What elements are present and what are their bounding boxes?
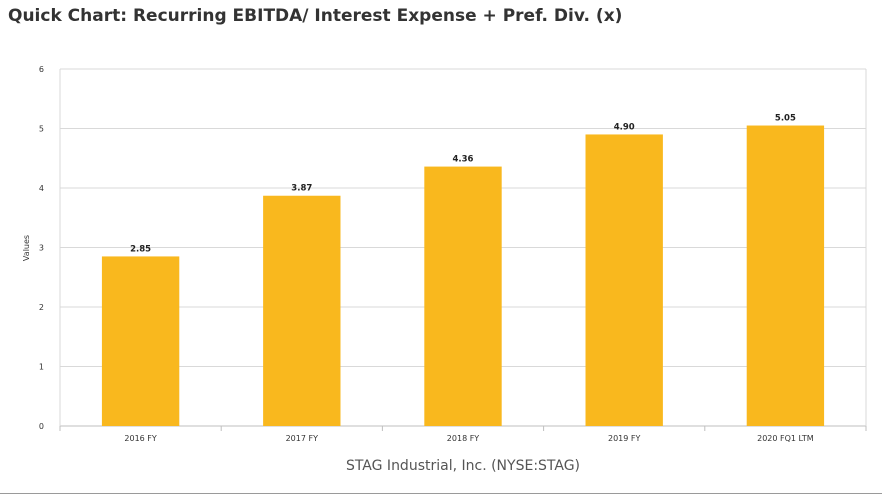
y-axis-ticks: 0 1 2 3 4 5 6 — [39, 65, 44, 431]
bar-value-label: 3.87 — [291, 184, 312, 194]
bar-2020-fq1-ltm — [746, 125, 825, 427]
y-tick-label: 3 — [39, 244, 44, 253]
y-tick-label: 2 — [39, 303, 44, 312]
bar-value-label: 4.90 — [614, 122, 635, 132]
bars — [101, 125, 825, 427]
y-tick-label: 5 — [39, 125, 44, 134]
x-tick-label: 2018 FY — [447, 434, 480, 443]
bar-2017-fy — [263, 195, 341, 426]
x-tick-label: 2016 FY — [124, 434, 157, 443]
bar-2016-fy — [101, 256, 180, 426]
x-tick-label: 2017 FY — [286, 434, 319, 443]
y-tick-label: 6 — [39, 65, 44, 74]
x-axis-ticks: 2016 FY 2017 FY 2018 FY 2019 FY 2020 FQ1 LTM — [124, 434, 813, 443]
y-tick-label: 4 — [39, 184, 44, 193]
chart-title: Quick Chart: Recurring EBITDA/ Interest … — [8, 6, 623, 26]
bar-value-label: 2.85 — [130, 244, 151, 254]
x-tick-label: 2019 FY — [608, 434, 641, 443]
y-axis-title: Values — [22, 235, 31, 261]
bar-value-label: 4.36 — [453, 155, 474, 165]
company-label: STAG Industrial, Inc. (NYSE:STAG) — [345, 458, 581, 474]
y-tick-label: 0 — [39, 422, 44, 431]
bar-2018-fy — [424, 166, 502, 426]
bar-2019-fy — [585, 134, 663, 426]
x-tick-label: 2020 FQ1 LTM — [757, 434, 814, 443]
value-labels: 2.85 3.87 4.36 4.90 5.05 — [130, 114, 796, 255]
y-tick-label: 1 — [39, 363, 44, 372]
bar-value-label: 5.05 — [775, 114, 796, 124]
divider — [0, 493, 882, 494]
